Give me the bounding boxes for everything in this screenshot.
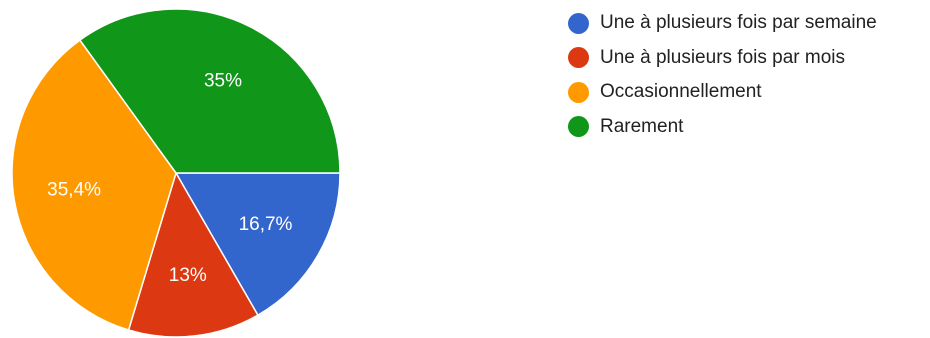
legend-swatch-semaine <box>568 12 589 34</box>
legend-label-rarement: Rarement <box>600 115 684 137</box>
slice-label-rarement: 35% <box>204 71 242 92</box>
slice-label-mois: 13% <box>169 265 207 286</box>
legend-swatch-rarement <box>568 116 589 138</box>
legend-swatch-mois <box>568 47 589 69</box>
pie-slices <box>11 8 341 338</box>
chart-legend: Une à plusieurs fois par semaine Une à p… <box>568 6 877 144</box>
pie-slice-semaine[interactable] <box>175 172 341 316</box>
pie-slice-occasionnellement[interactable] <box>11 39 177 331</box>
slice-label-semaine: 16,7% <box>239 214 293 235</box>
legend-swatch-occasionnellement <box>568 81 589 103</box>
pie-slice-labels: 16,7% 13% 35,4% 35% <box>47 71 292 287</box>
legend-item-mois[interactable]: Une à plusieurs fois par mois <box>568 41 877 76</box>
pie-slice-mois[interactable] <box>127 172 259 338</box>
legend-label-occasionnellement: Occasionnellement <box>600 81 762 103</box>
legend-item-occasionnellement[interactable]: Occasionnellement <box>568 75 877 110</box>
legend-item-semaine[interactable]: Une à plusieurs fois par semaine <box>568 6 877 41</box>
legend-label-mois: Une à plusieurs fois par mois <box>600 46 845 68</box>
pie-slice-rarement[interactable] <box>79 8 341 174</box>
slice-label-occasionnellement: 35,4% <box>47 180 101 201</box>
legend-label-semaine: Une à plusieurs fois par semaine <box>600 12 877 34</box>
legend-item-rarement[interactable]: Rarement <box>568 110 877 145</box>
